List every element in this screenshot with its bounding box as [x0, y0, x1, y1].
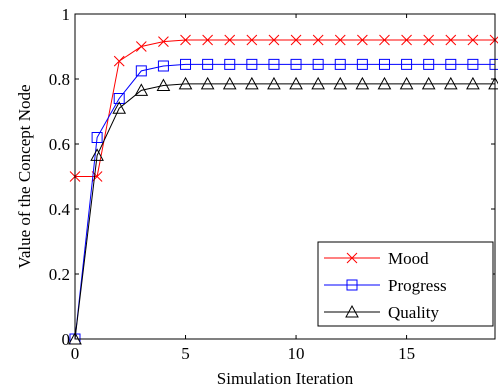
data-point — [312, 34, 324, 46]
data-point — [289, 76, 303, 90]
legend: Mood Progress Quality — [317, 241, 494, 327]
y-tick-label: 1 — [62, 5, 71, 24]
y-axis-label: Value of the Concept Node — [15, 84, 34, 268]
legend-label: Quality — [388, 303, 439, 322]
data-point — [378, 58, 390, 70]
data-point — [311, 76, 326, 90]
data-point — [357, 34, 368, 46]
legend-marker-icon — [346, 279, 358, 291]
data-point — [267, 76, 281, 90]
x-tick-label: 0 — [71, 344, 80, 363]
data-point — [202, 58, 214, 70]
y-tick-label: 0.2 — [49, 265, 70, 284]
data-point — [135, 65, 147, 77]
data-point — [445, 58, 457, 70]
data-point — [178, 76, 193, 90]
legend-label: Mood — [388, 249, 429, 268]
data-point — [423, 58, 435, 70]
data-point — [488, 76, 498, 90]
series-line — [74, 63, 495, 340]
series-line — [75, 39, 495, 177]
plot-marks — [68, 34, 498, 345]
data-point — [356, 58, 368, 70]
x-axis-label: Simulation Iteration — [217, 369, 354, 388]
legend-label: Progress — [388, 276, 447, 295]
data-point — [443, 76, 458, 90]
series-progress — [69, 58, 498, 345]
data-point — [334, 34, 346, 46]
data-point — [466, 76, 480, 90]
data-point — [467, 34, 479, 46]
data-point — [202, 34, 213, 46]
data-point — [113, 93, 125, 104]
data-point — [112, 101, 127, 114]
legend-marker-icon — [345, 304, 359, 318]
y-tick-label: 0 — [62, 330, 71, 349]
data-point — [333, 76, 348, 90]
data-point — [246, 34, 258, 46]
data-point — [445, 34, 457, 46]
data-point — [401, 58, 413, 70]
data-point — [180, 34, 191, 46]
data-point — [355, 76, 370, 90]
y-tick-label: 0.4 — [49, 200, 71, 219]
data-point — [421, 76, 436, 90]
data-point — [246, 58, 258, 70]
data-point — [200, 76, 215, 90]
plot-frame — [74, 13, 496, 340]
y-tick-label: 0.8 — [49, 70, 70, 89]
x-tick-label: 15 — [398, 344, 415, 363]
legend-item-progress: Progress — [324, 276, 447, 295]
data-point — [268, 34, 280, 46]
data-point — [377, 76, 392, 90]
legend-item-quality: Quality — [324, 303, 439, 322]
data-point — [379, 34, 390, 46]
data-point — [399, 76, 414, 90]
data-point — [268, 58, 280, 70]
x-tick-label: 5 — [181, 344, 190, 363]
data-point — [156, 78, 171, 91]
data-point — [423, 34, 435, 46]
data-point — [90, 148, 104, 161]
data-point — [244, 76, 259, 90]
legend-item-mood: Mood — [324, 249, 429, 268]
data-point — [113, 55, 125, 67]
data-point — [180, 58, 192, 70]
series-mood — [69, 34, 498, 182]
data-point — [312, 58, 324, 70]
data-point — [134, 83, 149, 96]
data-point — [290, 34, 302, 46]
data-point — [467, 58, 479, 70]
legend-marker-icon — [346, 252, 358, 264]
data-point — [91, 132, 103, 143]
data-point — [135, 41, 147, 52]
data-point — [158, 36, 169, 47]
data-point — [334, 58, 346, 70]
data-point — [157, 60, 169, 72]
series-quality — [68, 76, 498, 345]
data-point — [222, 76, 237, 90]
axis-ticks: 0 5 10 15 0 0.2 0.4 0.6 0.8 1 — [49, 5, 495, 363]
data-point — [401, 34, 412, 46]
data-point — [224, 34, 236, 46]
data-point — [224, 58, 236, 70]
data-point — [290, 58, 302, 70]
x-tick-label: 10 — [288, 344, 305, 363]
y-tick-label: 0.6 — [49, 135, 70, 154]
